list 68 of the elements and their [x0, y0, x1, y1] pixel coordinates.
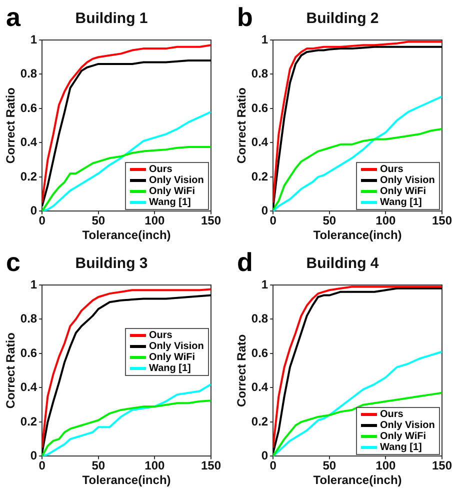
- y-axis-title: Correct Ratio: [4, 332, 18, 409]
- y-tick-label: 0.6: [20, 100, 38, 115]
- y-tick-label: 1: [30, 32, 38, 46]
- y-tick-label: 0.2: [20, 169, 38, 184]
- text: a: [6, 2, 20, 32]
- legend-label: Only WiFi: [380, 186, 426, 198]
- legend-label: Wang [1]: [380, 442, 422, 454]
- y-tick-label: 0.4: [251, 135, 268, 150]
- y-tick-label: 0: [261, 448, 268, 463]
- x-tick-label: 100: [144, 214, 166, 228]
- legend-label: Only Vision: [380, 175, 435, 186]
- chart-title: Building 3: [75, 255, 148, 272]
- x-tick-label: 50: [92, 458, 106, 473]
- x-tick-label: 100: [376, 214, 396, 228]
- y-tick-label: 0: [30, 448, 38, 463]
- y-tick-label: 0.4: [20, 380, 38, 394]
- x-tick-label: 50: [322, 214, 336, 228]
- y-tick-label: 0.2: [251, 414, 268, 428]
- legend-label: Only Vision: [380, 420, 435, 432]
- x-tick-label: 150: [200, 214, 222, 228]
- legend-label: Ours: [149, 330, 172, 341]
- x-axis-title: Tolerance(inch): [313, 473, 402, 488]
- x-axis-title: Tolerance(inch): [82, 473, 171, 488]
- y-tick-label: 0.8: [251, 312, 268, 326]
- y-tick-label: 1: [261, 32, 268, 46]
- y-tick-label: 0.4: [251, 380, 268, 394]
- x-tick-label: 50: [322, 458, 336, 473]
- x-tick-label: 100: [144, 458, 166, 473]
- y-axis-title: Correct Rato: [234, 334, 249, 407]
- y-tick-label: 0.8: [20, 66, 38, 81]
- legend-label: Only WiFi: [380, 431, 426, 442]
- y-tick-label: 0.8: [251, 66, 268, 81]
- y-tick-label: 0.6: [251, 346, 268, 360]
- y-tick-label: 0.2: [251, 169, 268, 184]
- text: b: [237, 2, 253, 32]
- chart-title: Building 4: [306, 255, 380, 272]
- legend-label: Wang [1]: [380, 197, 422, 208]
- legend-label: Only WiFi: [149, 186, 196, 198]
- x-tick-label: 150: [432, 458, 452, 473]
- legend-label: Only Vision: [149, 175, 204, 186]
- y-tick-label: 1: [261, 277, 268, 292]
- legend-label: Wang [1]: [149, 362, 191, 374]
- y-tick-label: 0.8: [20, 312, 38, 326]
- y-tick-label: 0.2: [20, 414, 38, 428]
- legend-label: Ours: [149, 164, 172, 176]
- x-axis-title: Tolerance(inch): [82, 228, 171, 242]
- legend-label: Only WiFi: [149, 352, 196, 363]
- y-tick-label: 0.6: [251, 100, 268, 115]
- legend-label: Ours: [380, 409, 404, 420]
- legend-label: Wang [1]: [149, 197, 191, 208]
- x-tick-label: 100: [376, 458, 396, 473]
- x-tick-label: 50: [92, 214, 106, 228]
- y-tick-label: 0.6: [20, 346, 38, 360]
- y-tick-label: 0: [30, 204, 38, 218]
- text: d: [237, 247, 253, 277]
- text: c: [6, 247, 20, 277]
- x-tick-label: 150: [200, 458, 222, 473]
- legend-label: Ours: [380, 164, 404, 176]
- x-axis-title: Tolerance(inch): [313, 228, 402, 242]
- chart-title: Building 2: [306, 10, 379, 28]
- chart-title: Building 1: [75, 10, 148, 28]
- x-tick-label: 150: [432, 214, 452, 228]
- y-axis-title: Correct Ratio: [234, 88, 249, 164]
- y-tick-label: 1: [30, 277, 38, 292]
- y-axis-title: Correct Ratio: [4, 88, 18, 164]
- legend-label: Only Vision: [149, 340, 204, 352]
- y-tick-label: 0.4: [20, 135, 38, 150]
- y-tick-label: 0: [261, 204, 268, 218]
